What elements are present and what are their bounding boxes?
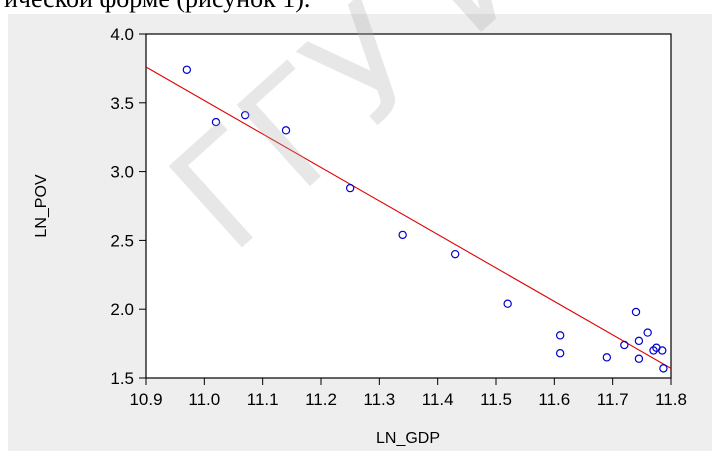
y-axis-label: LN_POV — [33, 174, 50, 237]
y-tick-label: 4.0 — [110, 25, 134, 44]
plot-area — [145, 33, 672, 379]
x-tick-label: 11.3 — [363, 390, 395, 409]
x-tick-label: 11.1 — [247, 390, 279, 409]
x-tick-label: 11.2 — [305, 390, 337, 409]
data-point — [182, 65, 192, 74]
x-tick-label: 11.0 — [188, 390, 220, 409]
scatter-chart: 10.9 11.0 11.1 11.2 11.3 11.4 11.5 11.6 11.7 11.8… — [33, 25, 687, 447]
data-point — [281, 126, 291, 135]
data-point — [634, 336, 644, 346]
data-point — [450, 249, 460, 259]
y-tick-label: 1.5 — [110, 369, 134, 388]
data-point — [398, 230, 407, 240]
data-point — [620, 340, 629, 350]
figure-panel: 10.9 11.0 11.1 11.2 11.3 11.4 11.5 11.6 11.7 11.8… — [8, 14, 712, 451]
x-tick-label: 11.7 — [597, 390, 629, 409]
data-point — [503, 299, 512, 308]
document-text-fragment: ической форме (рисунок 1). — [4, 0, 310, 14]
data-point — [659, 364, 668, 373]
y-tick-label: 2.5 — [110, 231, 134, 250]
data-point — [555, 349, 565, 358]
x-axis-label: LN_GDP — [376, 430, 440, 447]
data-point — [658, 346, 667, 355]
y-tick-label: 3.5 — [110, 94, 134, 113]
y-tick-label: 2.0 — [110, 300, 134, 319]
data-point — [211, 117, 221, 127]
x-tick-label: 10.9 — [129, 390, 162, 409]
data-point — [649, 346, 658, 355]
regression-line — [145, 66, 672, 369]
data-point — [240, 110, 250, 120]
data-point — [631, 307, 641, 317]
y-tick-label: 3.0 — [110, 163, 134, 182]
data-point — [345, 183, 355, 193]
data-point — [602, 353, 612, 362]
data-point — [643, 328, 652, 337]
x-tick-label: 11.6 — [538, 390, 570, 409]
x-tick-label: 11.5 — [480, 390, 512, 409]
x-tick-label: 11.4 — [422, 390, 454, 409]
data-point — [634, 354, 644, 363]
data-point — [555, 331, 565, 340]
x-tick-label: 11.8 — [655, 390, 687, 409]
